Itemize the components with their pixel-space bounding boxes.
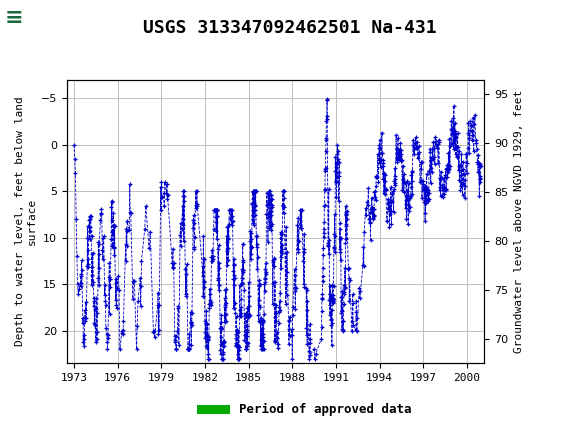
- Text: USGS 313347092462501 Na-431: USGS 313347092462501 Na-431: [143, 19, 437, 37]
- Text: ≡: ≡: [5, 8, 23, 28]
- Y-axis label: Depth to water level, feet below land
surface: Depth to water level, feet below land su…: [15, 97, 37, 346]
- FancyBboxPatch shape: [3, 3, 46, 32]
- Text: Period of approved data: Period of approved data: [239, 403, 411, 416]
- Y-axis label: Groundwater level above NGVD 1929, feet: Groundwater level above NGVD 1929, feet: [514, 90, 524, 353]
- Text: USGS: USGS: [49, 8, 109, 27]
- Bar: [197, 405, 230, 415]
